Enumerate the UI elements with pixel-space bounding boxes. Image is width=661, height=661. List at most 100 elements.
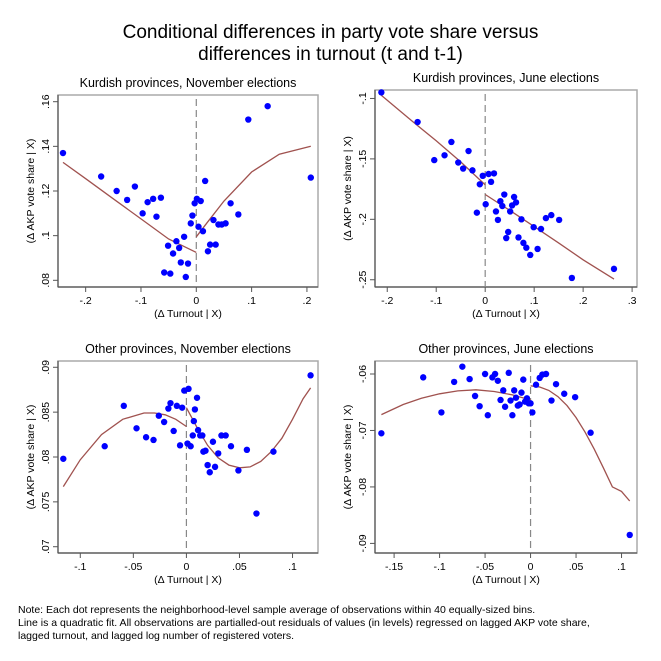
- fit-line-left: [380, 94, 486, 186]
- data-point: [520, 239, 527, 247]
- data-point: [206, 241, 214, 248]
- panel-1: Kurdish provinces, November elections -.2…: [25, 76, 319, 320]
- y-tick-label: -.06: [357, 365, 369, 383]
- data-point: [484, 412, 492, 419]
- y-tick-label: -.2: [357, 213, 369, 225]
- data-point: [378, 430, 385, 437]
- data-point: [466, 375, 473, 383]
- x-tick-label: -.1: [74, 561, 86, 573]
- data-point: [170, 427, 177, 435]
- panel-3: Other provinces, November elections -.1 -.…: [25, 342, 319, 586]
- x-tick-label: 0: [482, 295, 488, 307]
- x-tick-label: 0: [528, 561, 534, 573]
- data-point: [469, 167, 476, 174]
- data-point: [245, 116, 252, 123]
- data-point: [420, 374, 427, 381]
- data-point: [515, 234, 522, 241]
- data-point: [167, 270, 174, 277]
- data-point: [481, 370, 489, 378]
- y-tick-label: .12: [40, 184, 52, 199]
- data-point: [414, 118, 421, 126]
- data-point: [243, 446, 251, 454]
- plot-frame: [57, 94, 319, 288]
- data-point: [523, 244, 530, 251]
- data-point: [190, 417, 198, 425]
- data-point: [476, 181, 483, 188]
- data-point: [455, 159, 462, 166]
- data-point: [235, 467, 242, 474]
- y-tick-label: .08: [40, 450, 52, 465]
- x-axis-label: (Δ Turnout | X): [472, 574, 540, 586]
- data-point: [555, 216, 563, 224]
- panel-title: Kurdish provinces, June elections: [413, 71, 599, 85]
- data-point: [201, 177, 209, 185]
- data-point: [587, 429, 594, 436]
- x-tick-label: 0: [183, 561, 189, 573]
- data-point: [448, 138, 455, 146]
- data-point: [142, 434, 150, 441]
- data-point: [510, 193, 518, 201]
- data-point: [144, 198, 151, 206]
- data-point: [459, 363, 466, 370]
- data-point: [459, 165, 467, 172]
- x-tick-label: -.05: [124, 561, 142, 573]
- x-tick-label: -.05: [476, 561, 494, 573]
- data-point: [482, 201, 489, 208]
- x-tick-label: -.2: [80, 295, 92, 307]
- data-point: [180, 233, 188, 240]
- fit-line-right: [185, 387, 312, 469]
- data-point: [501, 403, 509, 410]
- data-point: [194, 426, 202, 434]
- figure-title-line2: differences in turnout (t and t-1): [198, 44, 463, 65]
- data-point: [476, 402, 483, 410]
- x-axis-label: (Δ Turnout | X): [472, 308, 540, 320]
- y-tick-label: -.08: [357, 478, 369, 496]
- data-point: [204, 461, 211, 469]
- data-point: [494, 377, 502, 384]
- data-point: [532, 381, 540, 388]
- data-point: [177, 259, 185, 266]
- data-point: [60, 455, 67, 462]
- data-point: [199, 227, 207, 235]
- chart-grid: Kurdish provinces, November elections -.2…: [25, 71, 638, 586]
- y-tick-label: .16: [40, 94, 52, 109]
- y-axis-label: (Δ AKP vote share | X): [342, 405, 354, 510]
- data-point: [509, 412, 516, 419]
- x-tick-label: -.15: [385, 561, 403, 573]
- x-tick-label: .2: [303, 295, 312, 307]
- note-line-2: Line is a quadratic fit. All observation…: [18, 617, 590, 629]
- data-point: [530, 223, 537, 231]
- data-point: [191, 406, 199, 413]
- data-point: [561, 390, 568, 397]
- data-point: [173, 238, 180, 245]
- y-tick-label: .085: [40, 402, 52, 423]
- panel-4: Other provinces, June elections -.15 -.1 -.…: [342, 342, 638, 586]
- data-point: [473, 209, 481, 216]
- data-point: [487, 178, 495, 186]
- fit-line-right: [484, 193, 615, 280]
- data-point: [133, 425, 140, 432]
- data-point: [204, 248, 212, 255]
- data-point: [307, 174, 315, 181]
- note-line-1: Note: Each dot represents the neighborho…: [18, 604, 536, 616]
- x-tick-label: .1: [288, 561, 297, 573]
- data-point: [497, 197, 504, 205]
- x-tick-label: .05: [569, 561, 584, 573]
- data-point: [197, 197, 204, 205]
- x-tick-label: -.1: [433, 561, 445, 573]
- data-point: [187, 220, 194, 227]
- data-point: [492, 208, 500, 215]
- data-point: [120, 402, 127, 410]
- data-point: [568, 274, 576, 282]
- fit-line-left: [381, 389, 531, 416]
- y-tick-label: .14: [40, 139, 52, 154]
- data-point: [537, 225, 545, 233]
- data-point: [465, 147, 472, 155]
- data-point: [529, 409, 536, 416]
- data-point: [571, 393, 579, 401]
- data-point: [516, 401, 523, 408]
- data-point: [548, 397, 555, 404]
- data-point: [527, 400, 534, 407]
- data-point: [169, 250, 177, 257]
- data-point: [490, 170, 498, 177]
